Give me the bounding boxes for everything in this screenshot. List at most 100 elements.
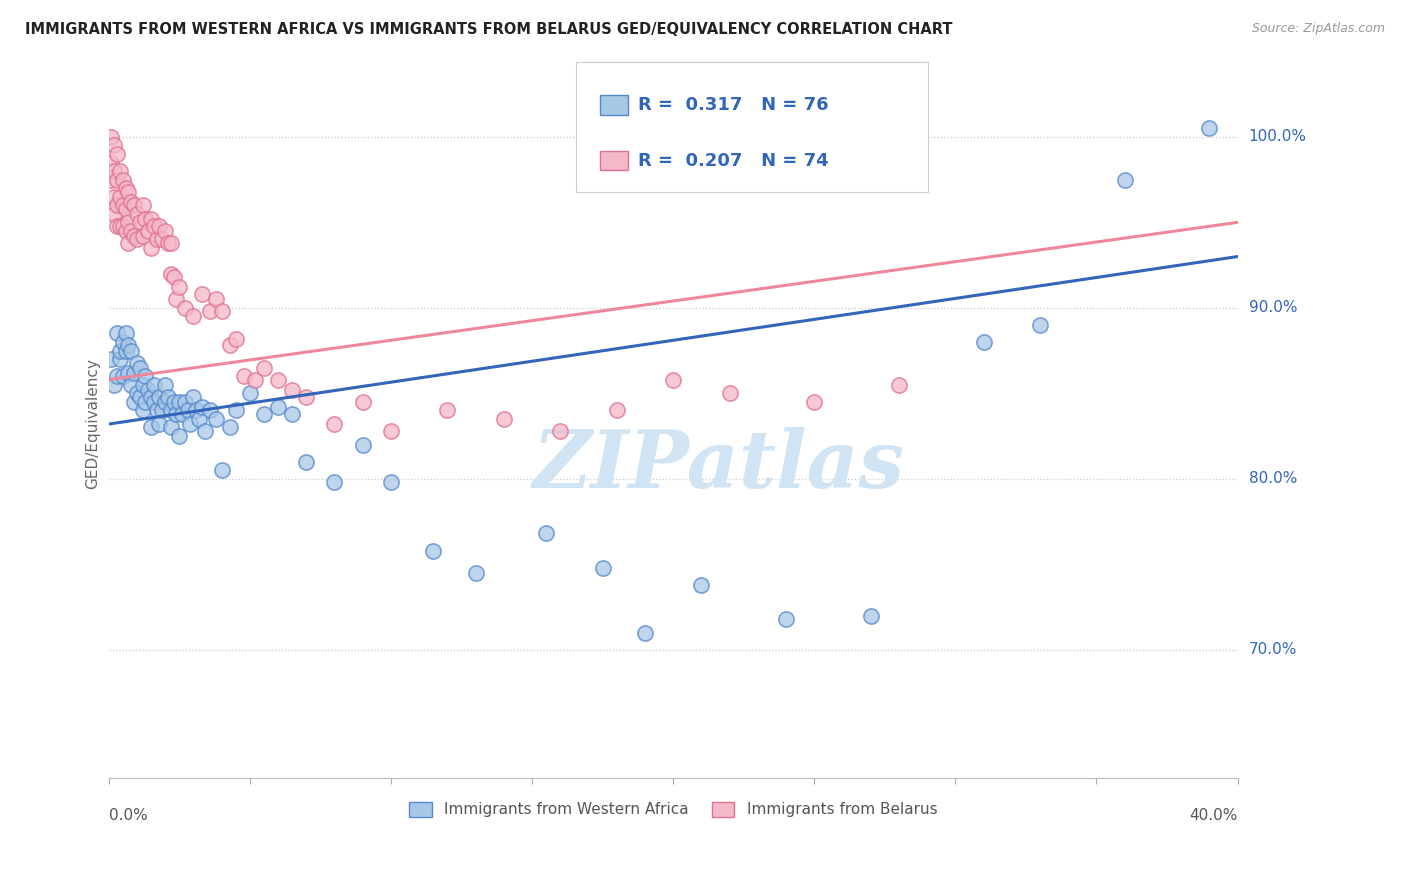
Point (103, 138, 125, 153)
Point (194, 424, 217, 438)
Point (134, 369, 156, 384)
Point (436, 403, 458, 417)
Text: ZIPatlas: ZIPatlas (533, 427, 904, 505)
Point (128, 215, 150, 229)
Point (145, 232, 167, 246)
Point (1198, 121, 1220, 136)
Point (111, 172, 134, 186)
Point (153, 224, 176, 238)
Point (352, 395, 374, 409)
Point (103, 190, 125, 204)
Point (165, 293, 187, 307)
Point (114, 224, 136, 238)
Point (105, 326, 128, 341)
Point (111, 198, 134, 212)
Point (662, 373, 685, 387)
Point (225, 332, 247, 346)
Point (281, 407, 304, 421)
Point (153, 377, 176, 392)
Point (103, 207, 125, 221)
Legend: Immigrants from Western Africa, Immigrants from Belarus: Immigrants from Western Africa, Immigran… (402, 796, 943, 823)
Point (167, 280, 190, 294)
Point (114, 202, 136, 216)
Point (323, 475, 346, 490)
Text: 40.0%: 40.0% (1189, 808, 1237, 823)
Point (534, 526, 557, 541)
Point (150, 232, 173, 246)
Point (122, 198, 145, 212)
Point (103, 377, 125, 392)
Point (122, 229, 145, 244)
Point (114, 343, 136, 358)
Point (205, 293, 228, 307)
Point (170, 407, 193, 421)
Point (117, 235, 139, 250)
Point (108, 343, 131, 358)
Point (111, 369, 134, 384)
Point (103, 164, 125, 178)
Point (181, 310, 204, 324)
Point (159, 420, 181, 434)
Point (114, 326, 136, 341)
Point (775, 612, 797, 626)
Text: Source: ZipAtlas.com: Source: ZipAtlas.com (1251, 22, 1385, 36)
Point (120, 194, 142, 209)
Point (136, 224, 159, 238)
Point (153, 395, 176, 409)
Point (191, 287, 214, 301)
Point (159, 403, 181, 417)
Point (117, 215, 139, 229)
Point (295, 455, 318, 469)
Point (139, 241, 162, 255)
Point (114, 181, 136, 195)
Point (105, 369, 128, 384)
Point (464, 566, 486, 580)
Point (105, 172, 128, 186)
Point (803, 395, 825, 409)
Point (148, 417, 170, 431)
Point (267, 373, 290, 387)
Point (105, 198, 128, 212)
Point (187, 412, 209, 426)
Point (173, 395, 195, 409)
Point (120, 343, 142, 358)
Y-axis label: GED/Equivalency: GED/Equivalency (86, 358, 100, 489)
Point (225, 403, 247, 417)
Point (111, 219, 134, 233)
Point (100, 352, 122, 367)
Point (267, 400, 290, 414)
Point (191, 400, 214, 414)
Point (176, 403, 198, 417)
Point (125, 355, 148, 369)
Text: 80.0%: 80.0% (1249, 471, 1296, 486)
Point (125, 207, 148, 221)
Point (134, 211, 156, 226)
Point (120, 377, 142, 392)
Point (142, 377, 165, 392)
Point (117, 366, 139, 380)
Point (105, 147, 128, 161)
Point (100, 172, 122, 186)
Point (173, 301, 195, 315)
Point (136, 383, 159, 397)
Point (492, 412, 515, 426)
Point (592, 560, 614, 574)
Point (165, 407, 187, 421)
Point (128, 390, 150, 404)
Point (128, 360, 150, 375)
Text: IMMIGRANTS FROM WESTERN AFRICA VS IMMIGRANTS FROM BELARUS GED/EQUIVALENCY CORREL: IMMIGRANTS FROM WESTERN AFRICA VS IMMIGR… (25, 22, 953, 37)
Point (162, 270, 184, 285)
Point (142, 395, 165, 409)
Point (139, 390, 162, 404)
Point (131, 377, 153, 392)
Point (239, 386, 262, 401)
Point (156, 390, 179, 404)
Point (108, 164, 131, 178)
Point (219, 420, 242, 434)
Point (100, 129, 122, 144)
Point (184, 403, 207, 417)
Point (117, 185, 139, 199)
Point (139, 420, 162, 434)
Point (380, 475, 402, 490)
Point (200, 403, 222, 417)
